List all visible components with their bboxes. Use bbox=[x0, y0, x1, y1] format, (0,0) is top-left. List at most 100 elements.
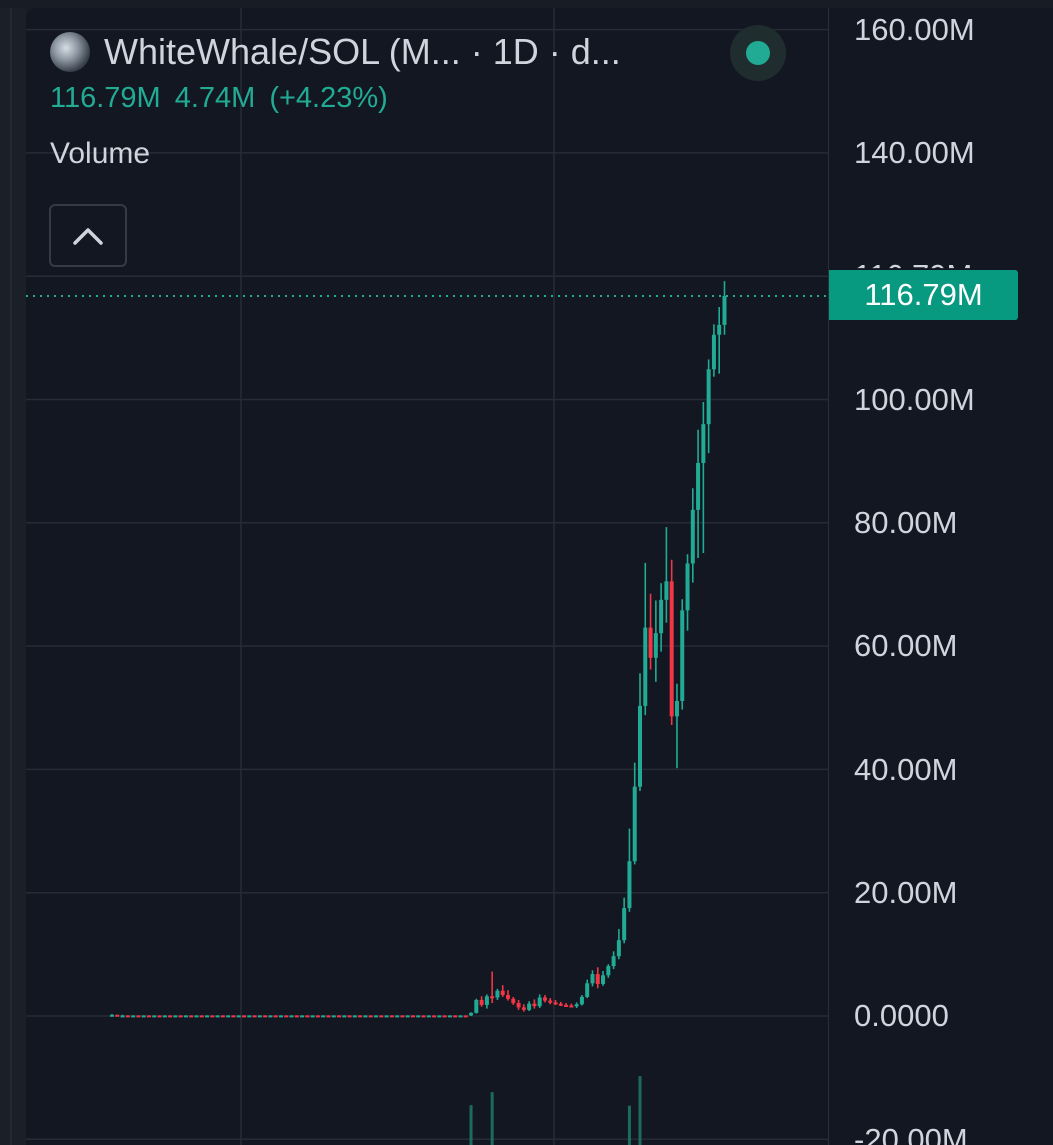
candle-body bbox=[210, 1015, 215, 1018]
candle-body bbox=[337, 1015, 342, 1018]
candle-body bbox=[205, 1015, 210, 1018]
candle-body bbox=[115, 1014, 120, 1017]
candle-body bbox=[453, 1015, 458, 1018]
candle-body bbox=[474, 999, 479, 1013]
candle-body bbox=[469, 1012, 474, 1016]
candle-body bbox=[395, 1015, 400, 1018]
candle-body bbox=[574, 1004, 579, 1007]
candle-body bbox=[669, 581, 674, 717]
candle-body bbox=[717, 324, 722, 335]
volume-bar bbox=[469, 1105, 473, 1145]
candle-body bbox=[674, 700, 679, 717]
candle-body bbox=[347, 1015, 352, 1018]
candle-body bbox=[585, 983, 590, 997]
change-value: 4.74M bbox=[174, 82, 256, 114]
candle-body bbox=[664, 581, 669, 600]
change-percent: (+4.23%) bbox=[269, 82, 388, 114]
candle-body bbox=[231, 1015, 236, 1018]
price-scale-label: 116.79M bbox=[854, 258, 972, 268]
price-scale-label: 100.00M bbox=[854, 382, 975, 417]
price-scale-border bbox=[828, 8, 829, 1145]
candle-body bbox=[490, 996, 495, 999]
candle-body bbox=[416, 1015, 421, 1018]
candle-body bbox=[321, 1015, 326, 1018]
price-scale-label: 40.00M bbox=[854, 752, 958, 787]
candle-body bbox=[305, 1015, 310, 1018]
candle-body bbox=[653, 633, 658, 658]
candle-body bbox=[284, 1015, 289, 1018]
token-logo-icon[interactable] bbox=[50, 32, 90, 72]
candle-body bbox=[521, 1007, 526, 1010]
candle-body bbox=[532, 1003, 537, 1007]
candle-body bbox=[389, 1015, 394, 1018]
candle-body bbox=[558, 1003, 563, 1006]
candle-body bbox=[374, 1015, 378, 1018]
candle-body bbox=[611, 956, 616, 967]
volume-bar bbox=[638, 1076, 642, 1145]
volume-bar bbox=[490, 1092, 494, 1145]
candle-body bbox=[157, 1015, 162, 1018]
candle-body bbox=[659, 599, 664, 634]
candle-body bbox=[220, 1015, 225, 1018]
candle-body bbox=[199, 1015, 204, 1018]
candle-body bbox=[579, 996, 584, 1005]
price-scale-label: 140.00M bbox=[854, 135, 975, 170]
collapse-legend-button[interactable] bbox=[49, 204, 127, 267]
symbol-title[interactable]: WhiteWhale/SOL (M... · 1D · d... bbox=[104, 31, 621, 72]
candle-body bbox=[690, 509, 695, 564]
candle-body bbox=[590, 974, 595, 984]
candle-body bbox=[168, 1015, 173, 1018]
candle-body bbox=[152, 1015, 157, 1018]
price-scale-label: 160.00M bbox=[854, 12, 975, 47]
candle-body bbox=[268, 1015, 273, 1018]
candle-body bbox=[294, 1015, 299, 1018]
candle-body bbox=[384, 1015, 389, 1018]
candle-body bbox=[685, 563, 690, 611]
price-scale-label: 60.00M bbox=[854, 628, 958, 663]
candle-body bbox=[616, 940, 621, 957]
candle-body bbox=[273, 1015, 278, 1018]
price-scale-label: 0.0000 bbox=[854, 998, 949, 1033]
candle-body bbox=[300, 1015, 305, 1018]
price-scale-label: -20.00M bbox=[854, 1122, 968, 1145]
price-scale-label: 80.00M bbox=[854, 505, 958, 540]
chart-pane[interactable]: 160.00M 140.00M 116.79M 100.00M 80.00M 6… bbox=[26, 8, 1053, 1145]
candle-body bbox=[648, 627, 653, 658]
candle-body bbox=[226, 1015, 231, 1018]
candle-body bbox=[136, 1015, 141, 1018]
candle-body bbox=[701, 424, 706, 463]
candle-body bbox=[110, 1014, 114, 1017]
candle-body bbox=[131, 1015, 136, 1018]
candle-body bbox=[458, 1015, 463, 1018]
candle-body bbox=[426, 1015, 431, 1018]
candle-body bbox=[548, 1000, 553, 1003]
status-dot-icon bbox=[746, 41, 770, 65]
candlestick-chart[interactable] bbox=[26, 8, 1053, 1145]
candle-body bbox=[564, 1004, 569, 1007]
candle-body bbox=[632, 786, 637, 862]
market-status-indicator[interactable] bbox=[730, 25, 786, 81]
candle-body bbox=[236, 1015, 241, 1018]
candle-body bbox=[516, 1003, 521, 1008]
candle-body bbox=[432, 1015, 437, 1018]
candle-body bbox=[706, 369, 711, 425]
candle-body bbox=[120, 1015, 125, 1018]
candle-body bbox=[553, 1002, 558, 1005]
candle-body bbox=[437, 1015, 442, 1018]
candle-body bbox=[310, 1015, 315, 1018]
last-price-tag: 116.79M bbox=[829, 270, 1018, 320]
left-panel-divider bbox=[10, 8, 12, 1145]
candle-body bbox=[358, 1015, 363, 1018]
candle-body bbox=[722, 295, 727, 325]
candle-body bbox=[606, 966, 611, 976]
left-panel-edge bbox=[0, 8, 26, 1145]
candle-body bbox=[506, 995, 510, 999]
candle-body bbox=[511, 998, 516, 1004]
candle-body bbox=[247, 1015, 252, 1018]
candle-body bbox=[326, 1015, 331, 1018]
candle-body bbox=[278, 1015, 283, 1018]
volume-indicator-label[interactable]: Volume bbox=[50, 137, 151, 170]
candle-body bbox=[331, 1015, 336, 1018]
candle-body bbox=[289, 1015, 294, 1018]
chart-legend: WhiteWhale/SOL (M... · 1D · d... 116.79M… bbox=[50, 26, 621, 171]
